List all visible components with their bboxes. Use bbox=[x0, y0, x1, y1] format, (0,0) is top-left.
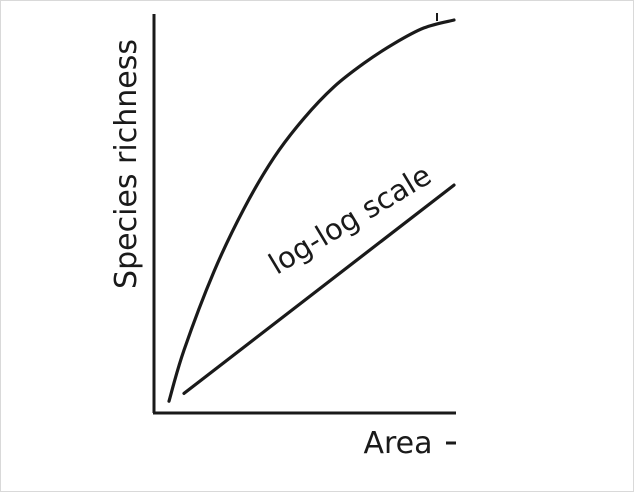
saturating-curve-series bbox=[167, 18, 456, 403]
y-axis-label: Species richness bbox=[109, 39, 144, 289]
straight-line-series bbox=[182, 183, 456, 395]
x-axis-label: Area bbox=[363, 426, 432, 461]
